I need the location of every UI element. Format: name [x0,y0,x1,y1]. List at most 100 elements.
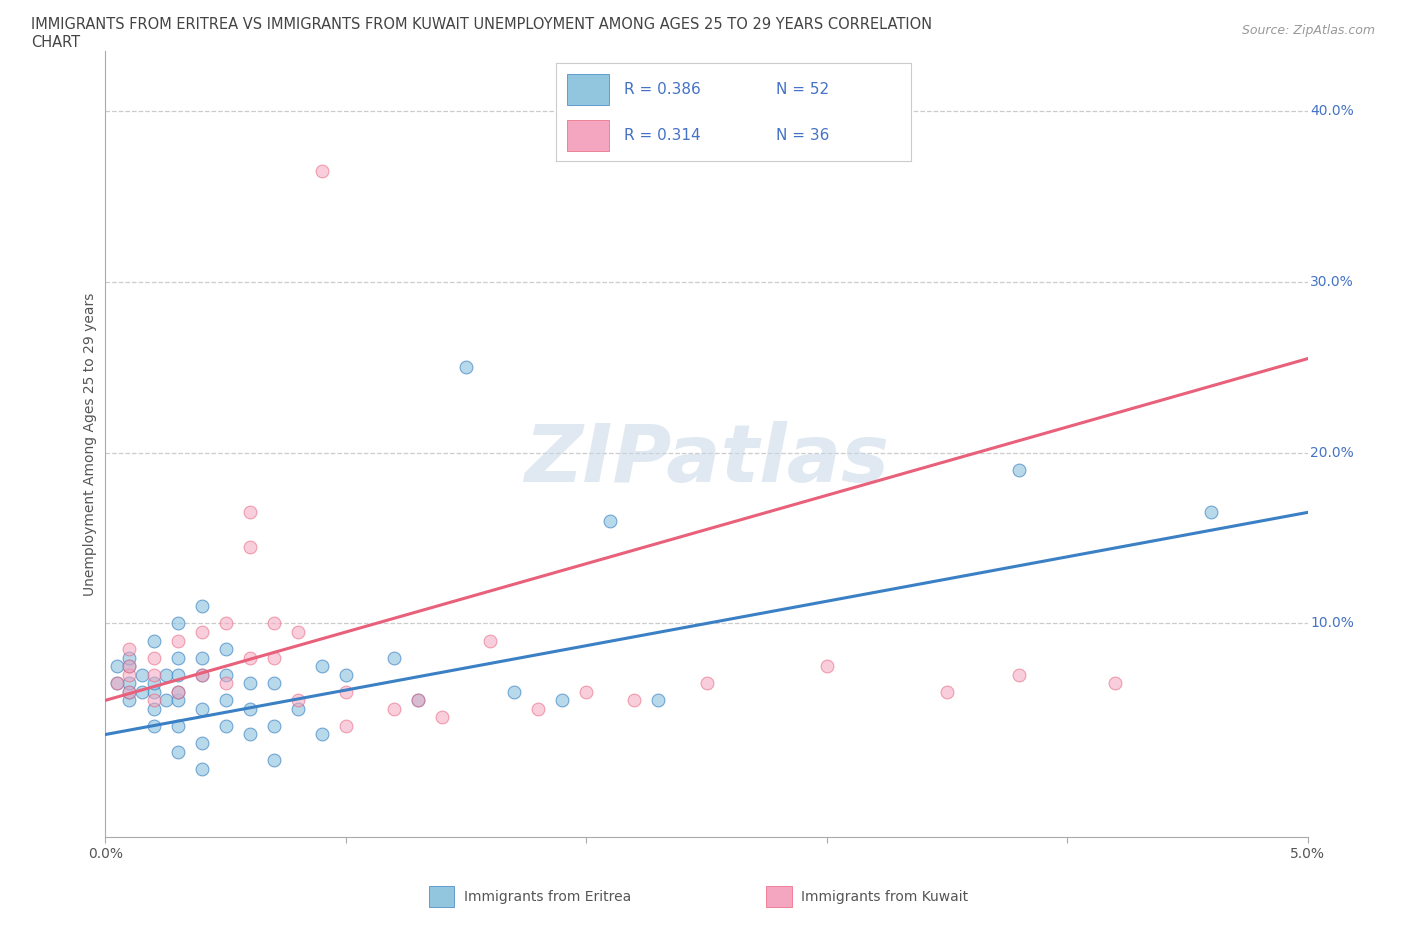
Point [239,676,262,691]
Point [287,693,309,708]
Point [190,701,212,716]
Text: 10.0%: 10.0% [1310,617,1354,631]
Point [335,667,357,682]
Point [190,650,212,665]
Bar [567,120,609,152]
Point [263,752,285,767]
Point [118,684,141,699]
Point [575,684,598,699]
Text: Immigrants from Kuwait: Immigrants from Kuwait [801,889,969,904]
Point [263,650,285,665]
Text: N = 52: N = 52 [776,82,830,97]
Point [239,650,262,665]
Text: CHART: CHART [31,35,80,50]
Point [1201,505,1223,520]
Point [696,676,718,691]
Point [190,625,212,640]
Text: 40.0%: 40.0% [1310,104,1354,118]
Point [166,667,188,682]
Point [311,727,333,742]
Point [1008,667,1031,682]
Point [263,676,285,691]
Point [166,744,188,759]
Point [936,684,959,699]
Point [142,676,165,691]
Point [155,693,177,708]
Point [311,164,333,179]
Point [118,676,141,691]
Text: Source: ZipAtlas.com: Source: ZipAtlas.com [1241,24,1375,37]
Point [454,360,477,375]
Text: 20.0%: 20.0% [1310,445,1354,459]
Point [107,676,129,691]
Point [287,625,309,640]
Point [1104,676,1126,691]
Text: ZIPatlas: ZIPatlas [524,420,889,498]
Point [239,505,262,520]
Point [190,667,212,682]
Point [430,710,453,724]
Point [118,658,141,673]
Point [815,658,838,673]
Point [214,667,236,682]
Point [142,719,165,734]
Point [406,693,429,708]
Point [166,719,188,734]
Point [107,658,129,673]
Text: N = 36: N = 36 [776,128,830,143]
Text: 30.0%: 30.0% [1310,274,1354,289]
Point [239,701,262,716]
Point [382,701,405,716]
Point [166,616,188,631]
Point [335,719,357,734]
Point [131,684,153,699]
Point [118,650,141,665]
Point [118,693,141,708]
Text: R = 0.386: R = 0.386 [624,82,700,97]
Point [155,667,177,682]
Point [527,701,550,716]
Point [311,658,333,673]
Point [623,693,645,708]
Point [263,719,285,734]
Point [263,616,285,631]
Point [479,633,502,648]
Text: IMMIGRANTS FROM ERITREA VS IMMIGRANTS FROM KUWAIT UNEMPLOYMENT AMONG AGES 25 TO : IMMIGRANTS FROM ERITREA VS IMMIGRANTS FR… [31,17,932,32]
Point [382,650,405,665]
Point [1008,462,1031,477]
Point [551,693,574,708]
Point [214,642,236,657]
Point [131,667,153,682]
Point [503,684,526,699]
Point [118,684,141,699]
Point [239,539,262,554]
Y-axis label: Unemployment Among Ages 25 to 29 years: Unemployment Among Ages 25 to 29 years [83,292,97,596]
Point [107,676,129,691]
Point [190,736,212,751]
Point [406,693,429,708]
Point [190,599,212,614]
Point [166,684,188,699]
Bar [567,73,609,105]
Point [647,693,669,708]
Point [599,513,621,528]
Point [142,667,165,682]
Point [287,701,309,716]
Point [142,650,165,665]
Point [214,719,236,734]
Point [142,633,165,648]
Point [190,667,212,682]
Point [190,762,212,777]
Point [142,684,165,699]
Point [239,727,262,742]
Text: R = 0.314: R = 0.314 [624,128,700,143]
Point [166,633,188,648]
Point [335,684,357,699]
Point [142,693,165,708]
Point [166,684,188,699]
Point [118,667,141,682]
Point [214,693,236,708]
Text: Immigrants from Eritrea: Immigrants from Eritrea [464,889,631,904]
Point [166,693,188,708]
Point [214,676,236,691]
